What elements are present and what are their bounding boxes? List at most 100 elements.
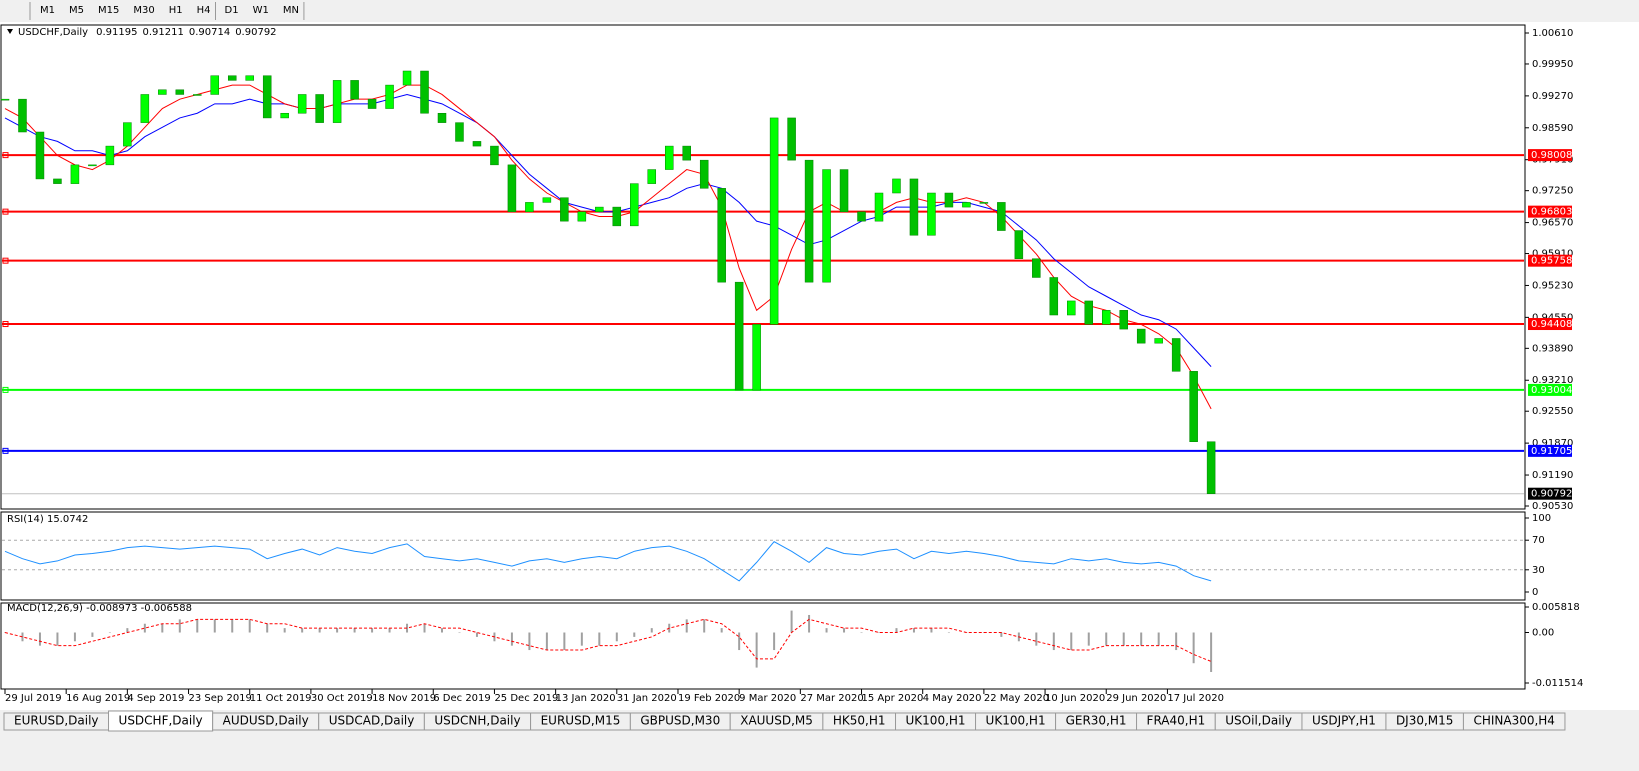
candle-body — [612, 206, 622, 227]
tab-label[interactable]: USDCNH,Daily — [434, 714, 520, 728]
x-tick-label: 31 Jan 2020 — [617, 693, 677, 704]
y-tick-label: 70 — [1532, 535, 1545, 546]
x-tick-label: 15 Apr 2020 — [862, 693, 924, 704]
timeframe-button[interactable]: H4 — [197, 5, 211, 16]
y-tick-label: 0.97250 — [1532, 186, 1573, 197]
candle-body — [927, 192, 936, 236]
tab-label[interactable]: CHINA300,H4 — [1473, 714, 1555, 728]
candle-body — [507, 164, 517, 213]
macd-bar — [475, 632, 478, 637]
macd-bar — [21, 632, 24, 642]
macd-bar — [545, 632, 548, 651]
candle-body — [595, 206, 604, 213]
level-label-box — [1528, 383, 1572, 396]
macd-bar — [580, 632, 583, 646]
candle-body — [822, 169, 831, 283]
candle-body — [227, 75, 237, 81]
candle-body — [997, 202, 1006, 231]
timeframe-button[interactable]: M1 — [40, 5, 55, 16]
y-tick-label: 0.99950 — [1532, 59, 1573, 70]
candle-body — [1206, 441, 1216, 494]
y-tick-label: 0.90530 — [1532, 501, 1573, 512]
macd-bar — [930, 628, 933, 633]
tab-label[interactable]: XAUUSD,M5 — [740, 714, 813, 728]
timeframe-button[interactable]: M5 — [69, 5, 84, 16]
y-tick-label: 0.91190 — [1532, 470, 1573, 481]
timeframe-button[interactable]: M15 — [98, 5, 119, 16]
x-tick-label: 29 Jun 2020 — [1106, 693, 1166, 704]
x-tick-label: 22 May 2020 — [984, 693, 1049, 704]
macd-bar — [143, 623, 146, 633]
level-marker — [2, 321, 9, 328]
level-label: 0.95758 — [1531, 256, 1572, 267]
tab-label[interactable]: EURUSD,Daily — [14, 714, 99, 728]
tab-label[interactable]: GBPUSD,M30 — [640, 714, 720, 728]
tab-label[interactable]: USOil,Daily — [1225, 714, 1292, 728]
candle-body — [245, 75, 254, 81]
tab[interactable] — [1462, 712, 1566, 731]
tab-label[interactable]: GER30,H1 — [1066, 714, 1127, 728]
x-tick-label: 30 Oct 2019 — [311, 693, 373, 704]
candle-body — [210, 75, 220, 95]
macd-bar — [825, 628, 828, 633]
tab-label[interactable]: HK50,H1 — [833, 714, 886, 728]
candle-body — [787, 117, 796, 161]
macd-bar — [441, 628, 443, 633]
candle-body — [892, 178, 901, 194]
candle-body — [18, 98, 27, 133]
candle-body — [1032, 258, 1041, 278]
candle-body — [262, 75, 272, 119]
tab-label[interactable]: USDCHF,Daily — [119, 714, 203, 728]
macd-bar — [598, 632, 601, 646]
timeframe-button[interactable]: H1 — [169, 5, 183, 16]
x-tick-label: 27 Mar 2020 — [800, 693, 863, 704]
tab-label[interactable]: DJ30,M15 — [1396, 714, 1454, 728]
tab-label[interactable]: FRA40,H1 — [1147, 714, 1206, 728]
timeframe-button[interactable]: W1 — [253, 5, 269, 16]
tab-label[interactable]: USDJPY,H1 — [1312, 714, 1376, 728]
y-tick-label: 0 — [1532, 587, 1538, 598]
moving-average — [4, 93, 1212, 367]
chart-window — [0, 22, 1639, 710]
panel-title: RSI(14) 15.0742 — [7, 514, 88, 525]
y-tick-label: 0.98590 — [1532, 123, 1573, 134]
candle-body — [699, 159, 709, 189]
timeframe-button[interactable]: M30 — [133, 5, 154, 16]
y-tick-label: 0.95230 — [1532, 280, 1573, 291]
tab-label[interactable]: UK100,H1 — [986, 714, 1046, 728]
candle-body — [455, 122, 464, 142]
timeframe-button[interactable]: MN — [283, 5, 299, 16]
x-tick-label: 18 Nov 2019 — [372, 693, 436, 704]
candle-body — [1171, 338, 1181, 372]
y-tick-label: 0.005818 — [1532, 602, 1580, 613]
macd-bar — [38, 632, 41, 646]
tab-label[interactable]: USDCAD,Daily — [329, 714, 415, 728]
tab-label[interactable]: AUDUSD,Daily — [223, 714, 309, 728]
tab-label[interactable]: EURUSD,M15 — [541, 714, 621, 728]
candle-body — [35, 131, 45, 180]
macd-bar — [423, 623, 426, 633]
macd-bar — [843, 628, 846, 633]
macd-bar — [703, 619, 706, 633]
tab-label[interactable]: UK100,H1 — [906, 714, 966, 728]
y-tick-label: 0.00 — [1532, 628, 1554, 639]
candle-body — [1154, 338, 1163, 344]
candle-body — [664, 145, 674, 170]
macd-bar — [196, 619, 199, 633]
macd-signal — [4, 618, 1212, 662]
candle-body — [70, 164, 80, 184]
macd-bar — [528, 632, 531, 651]
x-tick-label: 10 Jun 2020 — [1045, 693, 1105, 704]
x-tick-label: 17 Jul 2020 — [1167, 693, 1224, 704]
candle-body — [769, 117, 779, 325]
last-price-box — [1528, 487, 1572, 500]
level-label-box — [1528, 149, 1572, 162]
timeframe-button[interactable]: D1 — [225, 5, 239, 16]
y-tick-label: -0.011514 — [1532, 678, 1583, 689]
moving-average — [4, 84, 1212, 410]
level-marker — [2, 152, 9, 159]
candle-body — [437, 112, 447, 123]
panel-title: MACD(12,26,9) -0.008973 -0.006588 — [7, 603, 192, 614]
